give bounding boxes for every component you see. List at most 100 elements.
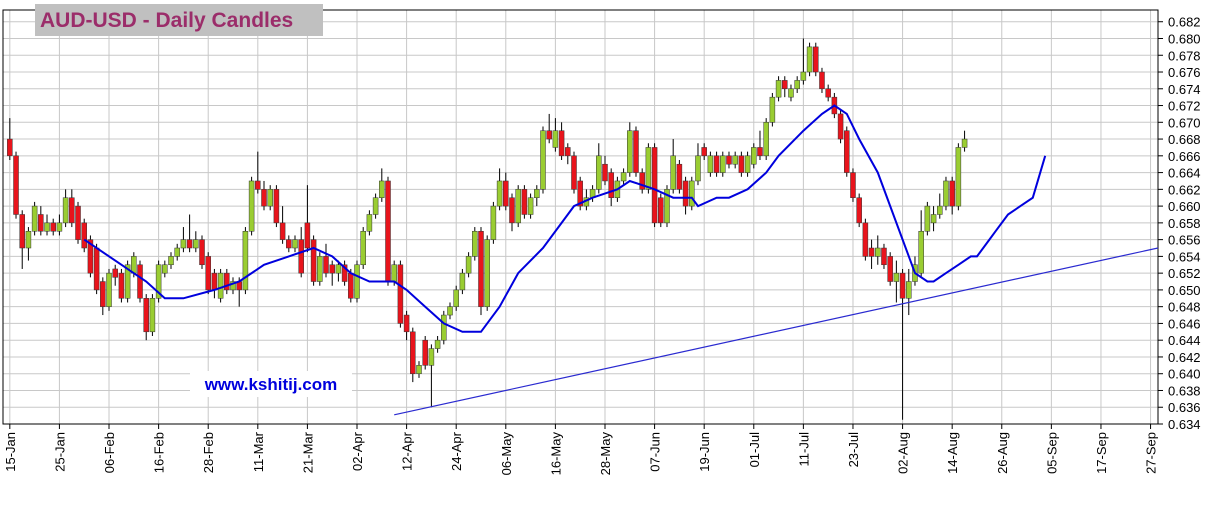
x-tick-label: 01-Jul — [747, 432, 762, 468]
candle-body — [472, 230, 478, 257]
candle-body — [180, 239, 187, 249]
candle-body — [906, 281, 912, 299]
candle-body — [788, 88, 794, 98]
candle-body — [757, 147, 763, 157]
candle-body — [856, 197, 862, 224]
candle-body — [602, 163, 608, 182]
candle-body — [658, 197, 664, 224]
candle-body — [335, 264, 342, 274]
candle-body — [943, 180, 949, 207]
x-tick-label: 11-Mar — [251, 431, 266, 472]
candle-body — [707, 155, 714, 173]
x-tick-label: 21-Mar — [300, 431, 315, 473]
x-tick-label: 17-Sep — [1094, 432, 1109, 474]
x-tick-label: 02-Apr — [350, 431, 365, 471]
y-tick-label: 0.680 — [1168, 31, 1201, 46]
candle-body — [552, 130, 559, 148]
candle-body — [44, 222, 50, 232]
candle-body — [521, 189, 528, 215]
y-tick-label: 0.656 — [1168, 233, 1201, 248]
candle-body — [304, 222, 311, 249]
candle-body — [403, 314, 410, 333]
y-tick-label: 0.682 — [1168, 15, 1201, 30]
x-tick-label: 28-May — [598, 432, 613, 476]
x-tick-label: 28-Feb — [201, 432, 216, 473]
candle-body — [645, 147, 652, 190]
candle-body — [813, 46, 819, 73]
y-tick-label: 0.670 — [1168, 115, 1201, 130]
candle-body — [93, 247, 100, 291]
candle-body — [62, 197, 69, 224]
candle-body — [447, 306, 453, 316]
candle-body — [168, 256, 174, 266]
candle-body — [478, 230, 484, 307]
candle-body — [341, 264, 348, 282]
y-tick-label: 0.678 — [1168, 48, 1201, 63]
candle-body — [819, 71, 825, 90]
candle-body — [527, 197, 534, 215]
candle-body — [930, 214, 937, 224]
y-tick-label: 0.634 — [1168, 417, 1201, 432]
candle-body — [515, 189, 521, 224]
x-tick-label: 25-Jan — [52, 432, 67, 472]
candle-body — [565, 147, 571, 157]
trend-line — [394, 247, 1159, 416]
candle-body — [490, 205, 497, 240]
candle-body — [317, 256, 323, 282]
x-tick-label: 19-Jun — [697, 432, 712, 472]
candle-body — [484, 239, 490, 307]
candle-body — [546, 130, 552, 140]
candle-body — [410, 331, 416, 374]
candle-body — [255, 180, 261, 190]
x-tick-label: 15-Jan — [3, 432, 18, 472]
y-tick-label: 0.660 — [1168, 199, 1201, 214]
candle-body — [899, 272, 906, 299]
candle-body — [416, 365, 422, 374]
candle-body — [441, 314, 447, 341]
x-tick-label: 06-May — [499, 432, 514, 476]
candle-body — [106, 272, 112, 307]
candle-body — [81, 222, 87, 249]
candle-body — [701, 147, 707, 157]
candle-body — [850, 172, 856, 198]
candle-body — [7, 138, 13, 157]
candle-body — [124, 264, 131, 299]
candle-body — [354, 264, 360, 299]
candle-body — [211, 272, 218, 291]
candle-body — [323, 256, 329, 274]
candle-body — [540, 130, 546, 190]
candle-body — [682, 180, 689, 207]
y-tick-label: 0.658 — [1168, 216, 1201, 231]
candle-body — [794, 80, 800, 90]
x-tick-label: 27-Sep — [1144, 432, 1159, 474]
candle-body — [286, 239, 292, 249]
candle-body — [961, 138, 968, 148]
y-tick-label: 0.672 — [1168, 99, 1201, 114]
candle-body — [713, 155, 720, 173]
candle-body — [751, 147, 757, 165]
candle-body — [155, 264, 162, 299]
y-tick-label: 0.650 — [1168, 283, 1201, 298]
candle-body — [261, 189, 267, 207]
candle-body — [937, 205, 943, 215]
candle-body — [279, 222, 286, 240]
candle-body — [868, 247, 875, 257]
candle-body — [25, 230, 32, 249]
annotation: www.kshitij.com — [204, 375, 338, 394]
x-tick-label: 06-Feb — [102, 432, 117, 473]
candle-body — [428, 348, 435, 366]
candle-body — [620, 172, 627, 182]
candle-body — [465, 256, 472, 274]
candle-body — [453, 289, 459, 307]
title-box — [35, 4, 323, 36]
x-tick-label: 12-Apr — [400, 431, 415, 471]
candle-body — [955, 147, 962, 207]
candle-body — [13, 155, 19, 215]
x-tick-label: 05-Sep — [1044, 432, 1059, 474]
candle-body — [199, 239, 205, 266]
candle-body — [763, 122, 769, 157]
candle-body — [596, 155, 602, 190]
y-tick-label: 0.668 — [1168, 132, 1201, 147]
moving-average-line — [83, 104, 1047, 333]
candle-body — [738, 155, 745, 173]
